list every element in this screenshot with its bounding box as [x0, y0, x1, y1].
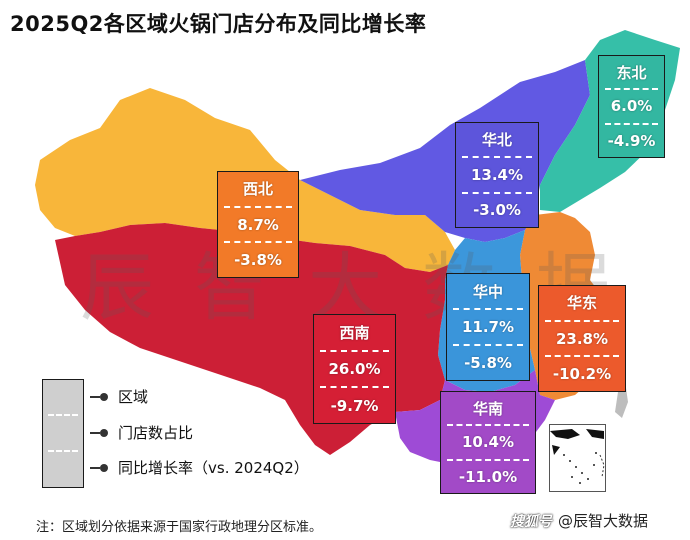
legend-item-share: 门店数占比: [90, 422, 193, 443]
divider: [453, 308, 523, 310]
legend-label: 同比增长率（vs. 2024Q2）: [118, 459, 309, 477]
region-box-north: 华北 13.4% -3.0%: [455, 122, 539, 228]
divider: [447, 458, 529, 461]
region-name: 东北: [616, 63, 647, 82]
divider: [462, 156, 532, 159]
region-name: 华中: [472, 282, 503, 301]
region-share: 10.4%: [461, 433, 515, 452]
legend-dot: [100, 463, 108, 472]
legend-swatch: [42, 379, 84, 488]
divider: [224, 241, 292, 244]
legend-dot: [100, 428, 108, 437]
divider: [605, 122, 658, 125]
region-share: 26.0%: [328, 360, 381, 378]
divider: [545, 355, 619, 358]
region-growth: -3.8%: [234, 251, 282, 270]
region-name: 西南: [339, 323, 370, 342]
region-name: 华北: [481, 131, 512, 150]
divider: [320, 386, 389, 389]
region-share: 6.0%: [610, 97, 653, 116]
legend-label: 区域: [118, 388, 149, 406]
divider: [605, 88, 658, 91]
divider: [320, 349, 389, 352]
divider: [224, 205, 292, 208]
region-growth: -3.0%: [473, 201, 521, 220]
region-name: 华南: [472, 399, 503, 418]
sohu-logo-icon: 搜狐号: [510, 513, 552, 530]
south-china-sea-inset: [549, 424, 606, 492]
region-box-southwest: 西南 26.0% -9.7%: [313, 314, 396, 424]
inset-map: [550, 429, 605, 484]
legend-divider: [48, 414, 78, 416]
region-box-northwest: 西北 8.7% -3.8%: [217, 171, 299, 278]
region-box-east: 华东 23.8% -10.2%: [538, 285, 626, 392]
brand-signature: 搜狐号 @辰智大数据: [510, 510, 648, 531]
region-box-central: 华中 11.7% -5.8%: [446, 273, 530, 381]
legend-connector: [90, 466, 100, 469]
divider: [453, 344, 523, 346]
legend-item-region: 区域: [90, 386, 148, 407]
region-share: 8.7%: [237, 215, 279, 234]
region-name: 华东: [566, 294, 597, 313]
region-growth: -10.2%: [552, 365, 612, 384]
region-share: 11.7%: [461, 318, 515, 336]
legend-item-growth: 同比增长率（vs. 2024Q2）: [90, 457, 309, 478]
region-growth: -9.7%: [330, 396, 379, 415]
legend-label: 门店数占比: [118, 424, 194, 442]
region-growth: -11.0%: [458, 467, 518, 486]
region-growth: -5.8%: [464, 354, 512, 372]
region-box-south: 华南 10.4% -11.0%: [440, 391, 536, 494]
taiwan-island: [615, 388, 628, 418]
region-growth: -4.9%: [607, 131, 656, 150]
divider: [447, 424, 529, 427]
divider: [545, 319, 619, 322]
legend-connector: [90, 395, 100, 398]
footnote: 注：区域划分依据来源于国家行政地理分区标准。: [36, 520, 323, 535]
brand-handle: @辰智大数据: [558, 512, 649, 530]
legend-dot: [100, 392, 108, 401]
page-title: 2025Q2各区域火锅门店分布及同比增长率: [10, 12, 427, 36]
region-box-northeast: 东北 6.0% -4.9%: [598, 55, 665, 158]
legend-connector: [90, 431, 100, 434]
divider: [462, 191, 532, 194]
region-share: 23.8%: [555, 329, 609, 348]
legend-divider: [48, 450, 78, 452]
region-name: 西北: [242, 180, 273, 199]
region-share: 13.4%: [470, 165, 524, 184]
